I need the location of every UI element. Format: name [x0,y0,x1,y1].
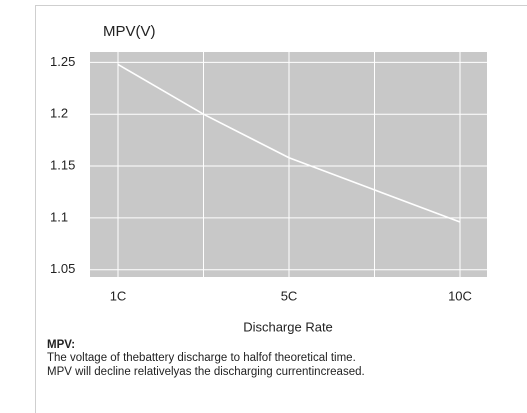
y-tick-label: 1.05 [50,261,75,276]
x-axis-title: Discharge Rate [243,319,333,334]
note-title: MPV: [47,339,75,351]
x-tick-label: 5C [281,288,298,303]
frame [35,5,527,413]
y-tick-label: 1.2 [50,106,68,121]
x-tick-label: 10C [448,288,472,303]
y-axis-title: MPV(V) [103,23,156,40]
y-tick-label: 1.25 [50,54,75,69]
y-tick-label: 1.15 [50,157,75,172]
note-line: MPV will decline relativelyas the discha… [47,366,365,378]
note-line: The voltage of thebattery discharge to h… [47,352,356,364]
data-line [117,63,461,223]
x-tick-label: 1C [110,288,127,303]
y-tick-label: 1.1 [50,209,68,224]
